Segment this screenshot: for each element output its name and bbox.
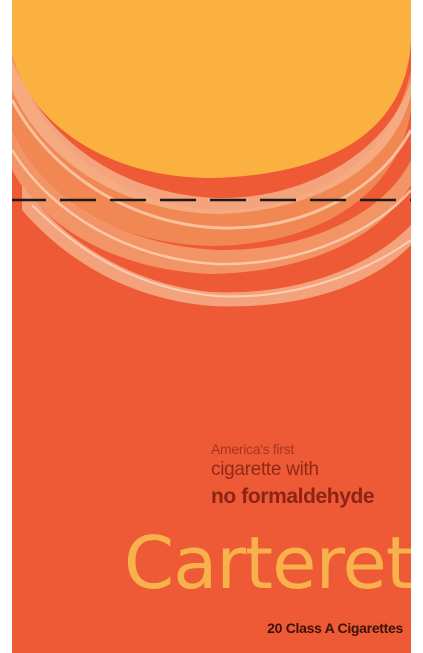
brush-streak-2 <box>12 149 411 266</box>
brand-name: Carteret <box>123 521 411 605</box>
brush-ring-lower <box>22 185 411 307</box>
tagline-line-2: cigarette with <box>211 459 319 480</box>
brush-ring-mid <box>12 60 411 214</box>
sun-disc <box>12 0 411 178</box>
tagline-line-3: no formaldehyde <box>211 485 375 508</box>
cigarette-count-label: 20 Class A Cigarettes <box>267 620 403 636</box>
brush-streak-3 <box>31 204 411 298</box>
tagline-line-1: America's first <box>211 441 294 457</box>
sun-brushstroke-illustration <box>12 0 411 307</box>
tagline: America's first cigarette with no formal… <box>211 440 401 512</box>
cigarette-pack: America's first cigarette with no formal… <box>12 0 411 653</box>
brush-streak-1 <box>12 99 411 230</box>
